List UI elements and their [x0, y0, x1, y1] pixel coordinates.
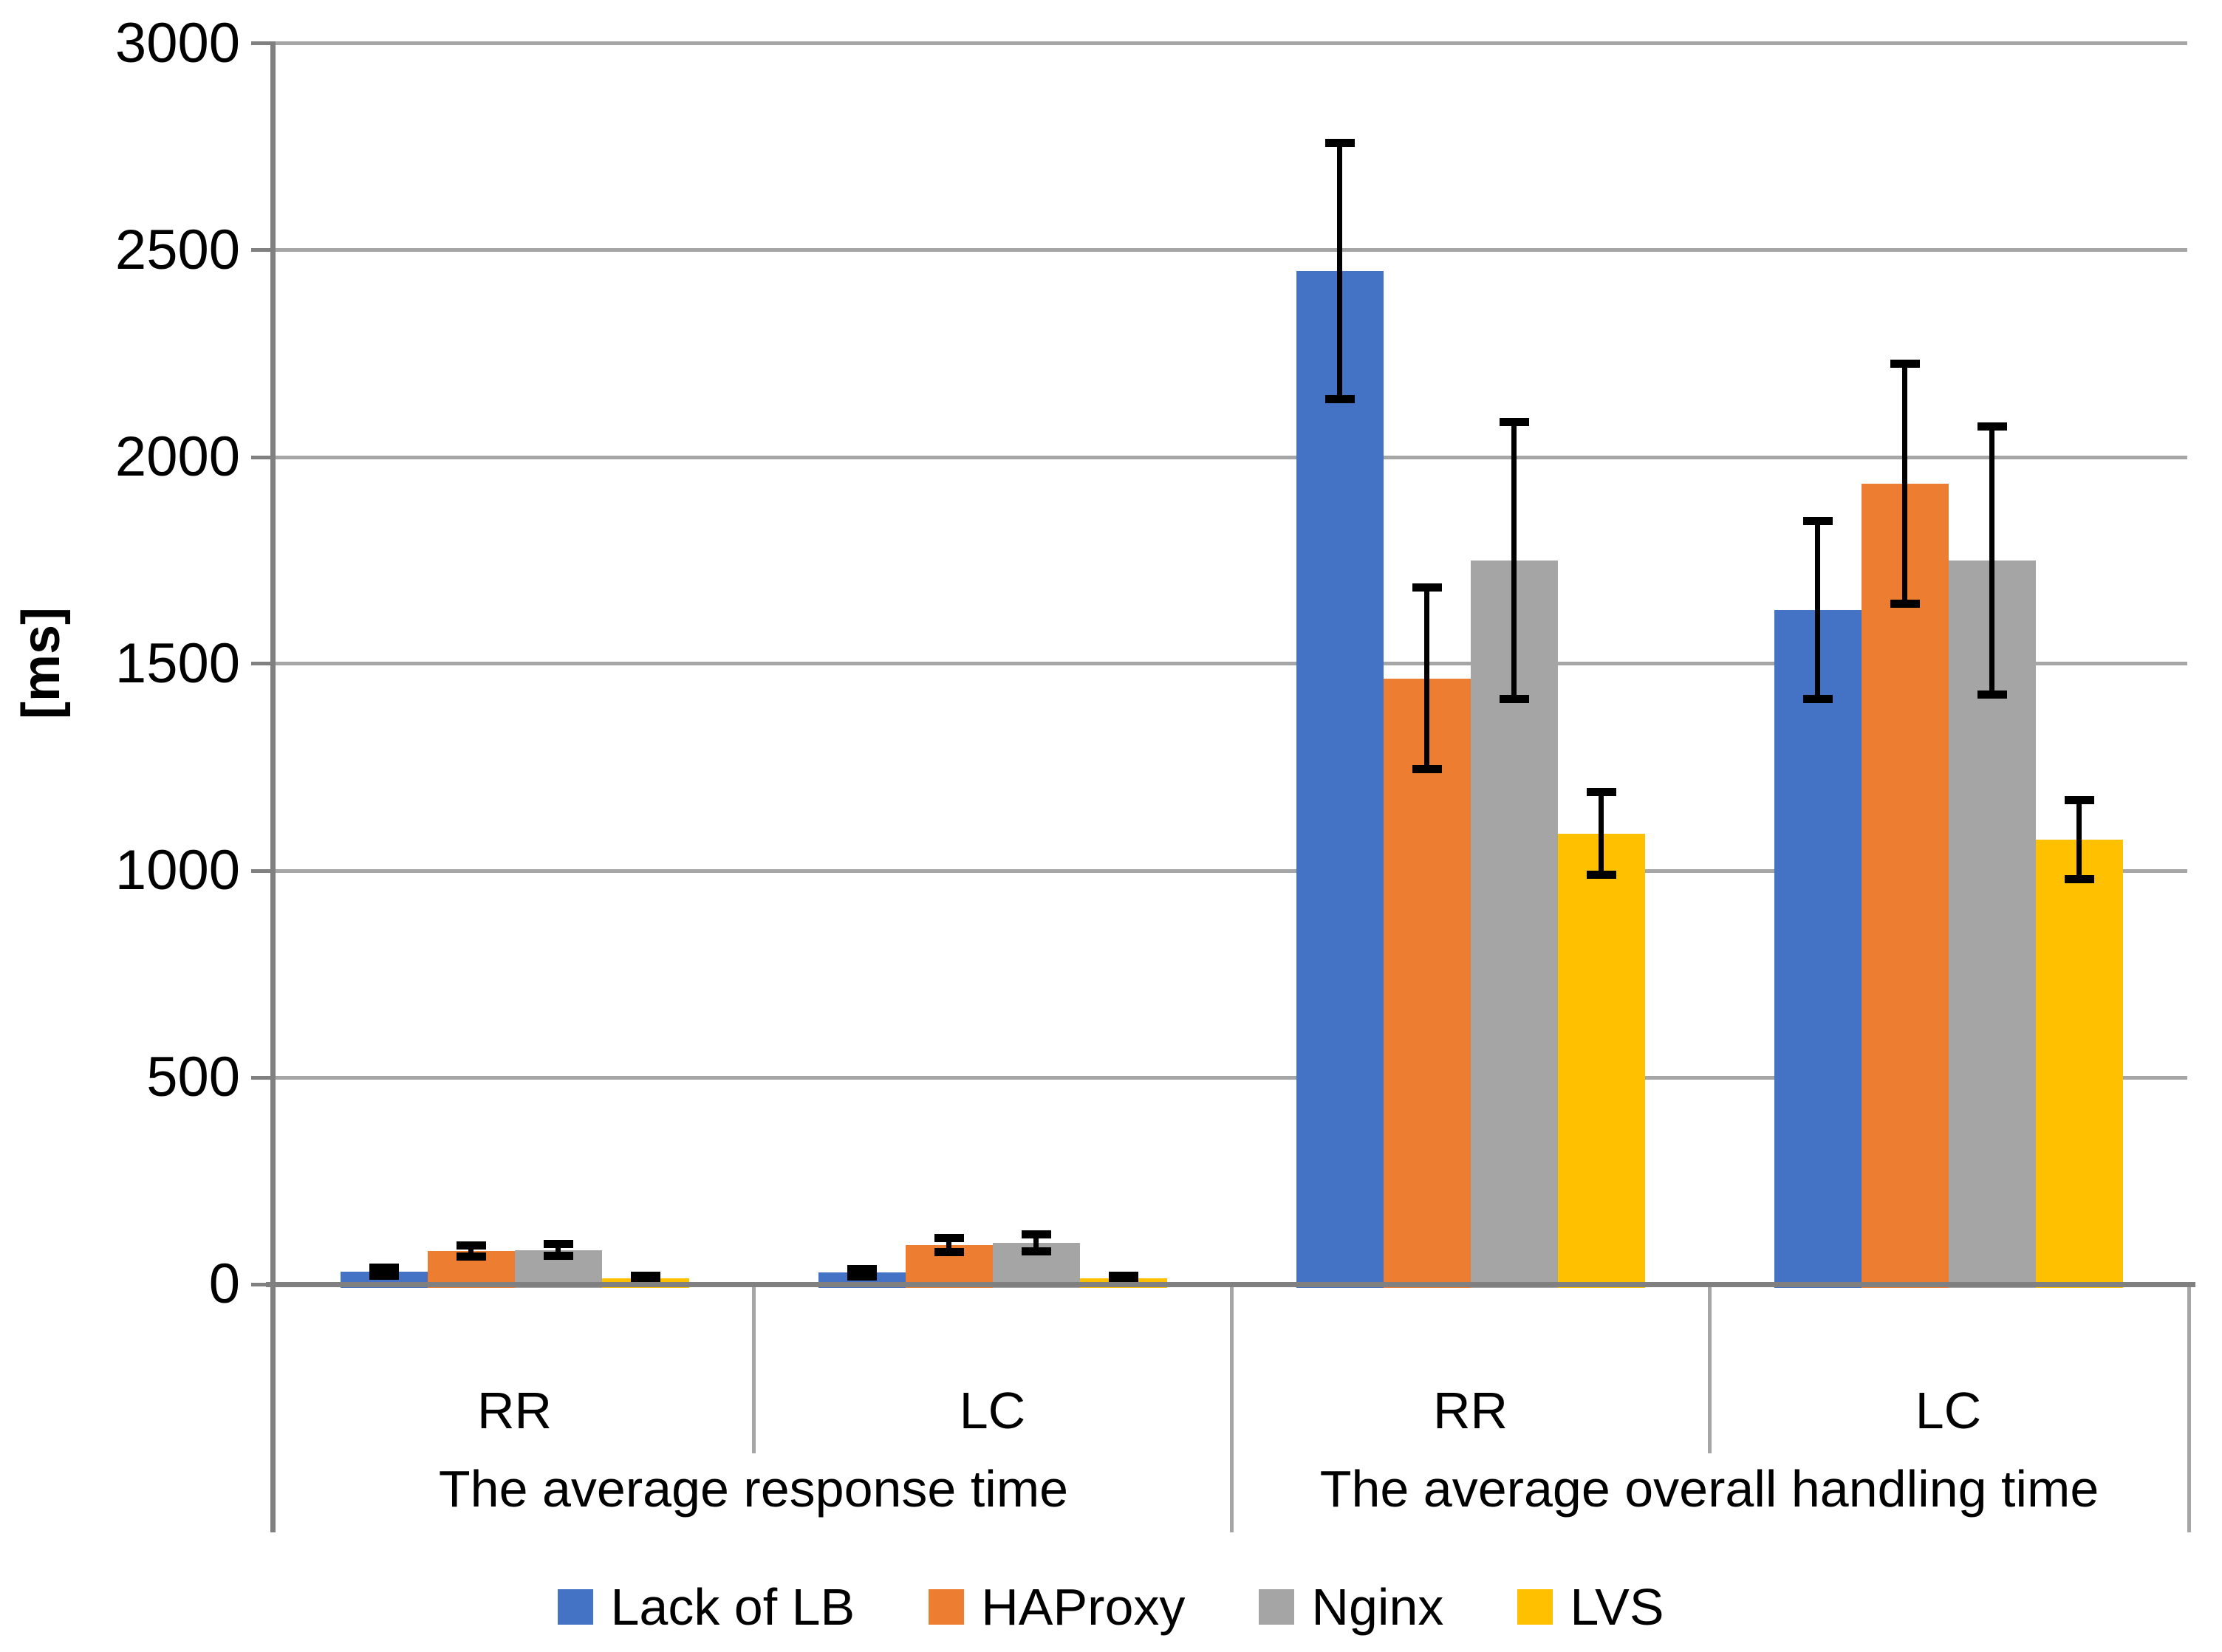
legend-swatch — [929, 1589, 965, 1625]
error-bar-cap — [1890, 360, 1920, 368]
legend-label: HAProxy — [981, 1578, 1186, 1636]
error-bar-cap — [1325, 139, 1355, 147]
legend-swatch — [1517, 1589, 1553, 1625]
error-bar-stem — [2076, 801, 2082, 879]
error-bar-stem — [556, 1244, 561, 1256]
category-label-rr-2: RR — [1432, 1382, 1508, 1439]
error-bar-cap — [1109, 1272, 1138, 1280]
error-bar-cap — [457, 1252, 486, 1261]
category-separator-long — [2187, 1284, 2191, 1532]
legend-label: LVS — [1570, 1578, 1664, 1636]
category-separator-short — [1708, 1284, 1712, 1453]
legend-item-nginx: Nginx — [1259, 1580, 1443, 1634]
y-axis-tick — [251, 1283, 273, 1286]
legend-swatch — [1259, 1589, 1295, 1625]
error-bar-stem — [1337, 143, 1342, 399]
error-bar-cap — [1890, 600, 1920, 608]
error-bar-cap — [1587, 871, 1616, 879]
legend-label: Nginx — [1311, 1578, 1444, 1636]
error-bar-cap — [1500, 695, 1529, 703]
error-bar-cap — [934, 1234, 964, 1242]
legend-item-lack-of-lb: Lack of LB — [558, 1580, 855, 1634]
gridline — [276, 869, 2187, 873]
legend-item-lvs: LVS — [1517, 1580, 1664, 1634]
category-label-lc-3: LC — [1915, 1382, 1982, 1439]
bar-haproxy-2 — [1384, 679, 1471, 1288]
group-label: The average overall handling time — [1319, 1460, 2099, 1518]
gridline — [276, 662, 2187, 665]
error-bar-cap — [369, 1272, 399, 1280]
error-bar-stem — [1033, 1235, 1039, 1251]
category-label-rr-0: RR — [476, 1382, 553, 1439]
y-tick-label: 2500 — [114, 219, 240, 281]
error-bar-cap — [631, 1276, 660, 1284]
error-bar-cap — [631, 1272, 660, 1280]
y-tick-label: 0 — [208, 1252, 240, 1315]
error-bar-cap — [1412, 765, 1442, 773]
error-bar-cap — [934, 1248, 964, 1256]
y-axis-tick — [251, 248, 273, 252]
y-axis-tick — [251, 456, 273, 459]
error-bar-cap — [2065, 796, 2094, 804]
category-separator-short — [752, 1284, 756, 1453]
error-bar-cap — [1022, 1247, 1051, 1255]
legend-item-haproxy: HAProxy — [929, 1580, 1185, 1634]
category-separator-long — [1230, 1284, 1234, 1532]
error-bar-stem — [1424, 587, 1429, 769]
category-label-lc-1: LC — [959, 1382, 1026, 1439]
error-bar-cap — [847, 1272, 877, 1281]
error-bar-stem — [1599, 792, 1604, 875]
y-axis-tick — [251, 662, 273, 665]
error-bar-cap — [544, 1252, 573, 1260]
error-bar-stem — [1815, 521, 1820, 699]
y-axis-tick — [251, 869, 273, 873]
legend-swatch — [558, 1589, 594, 1625]
y-tick-label: 1500 — [114, 632, 240, 695]
error-bar-cap — [1109, 1277, 1138, 1285]
error-bar-cap — [2065, 875, 2094, 883]
error-bar-cap — [544, 1240, 573, 1248]
error-bar-cap — [1803, 517, 1833, 525]
group-label: The average response time — [438, 1460, 1069, 1518]
x-axis-line — [266, 1282, 2195, 1287]
error-bar-stem — [1902, 364, 1907, 604]
y-tick-label: 500 — [146, 1046, 240, 1108]
bar-lack-of-lb-3 — [1774, 610, 1862, 1288]
y-tick-label: 2000 — [114, 425, 240, 488]
error-bar-cap — [1977, 690, 2007, 699]
error-bar-cap — [1977, 422, 2007, 431]
legend: Lack of LB HAProxy Nginx LVS — [0, 1580, 2222, 1634]
gridline — [276, 248, 2187, 252]
error-bar-cap — [1803, 695, 1833, 703]
error-bar-cap — [1587, 788, 1616, 796]
bar-lack-of-lb-2 — [1296, 271, 1384, 1288]
y-axis-tick — [251, 1076, 273, 1080]
y-axis-line — [270, 41, 276, 1532]
bar-lvs-2 — [1558, 834, 1645, 1288]
bar-lvs-3 — [2036, 840, 2123, 1288]
legend-label: Lack of LB — [610, 1578, 855, 1636]
gridline — [276, 1076, 2187, 1080]
error-bar-cap — [1412, 583, 1442, 592]
error-bar-cap — [1022, 1230, 1051, 1238]
error-bar-cap — [457, 1241, 486, 1250]
error-bar-cap — [369, 1264, 399, 1272]
error-bar-cap — [847, 1265, 877, 1273]
error-bar-stem — [1511, 422, 1517, 699]
y-tick-label: 1000 — [114, 839, 240, 902]
error-bar-stem — [1989, 426, 1994, 695]
bar-haproxy-3 — [1862, 484, 1949, 1288]
gridline — [276, 41, 2187, 45]
error-bar-stem — [468, 1246, 474, 1257]
error-bar-cap — [1325, 395, 1355, 403]
y-tick-label: 3000 — [114, 12, 240, 75]
y-axis-tick — [251, 41, 273, 45]
error-bar-cap — [1500, 418, 1529, 426]
error-bar-stem — [946, 1238, 951, 1252]
gridline — [276, 456, 2187, 459]
